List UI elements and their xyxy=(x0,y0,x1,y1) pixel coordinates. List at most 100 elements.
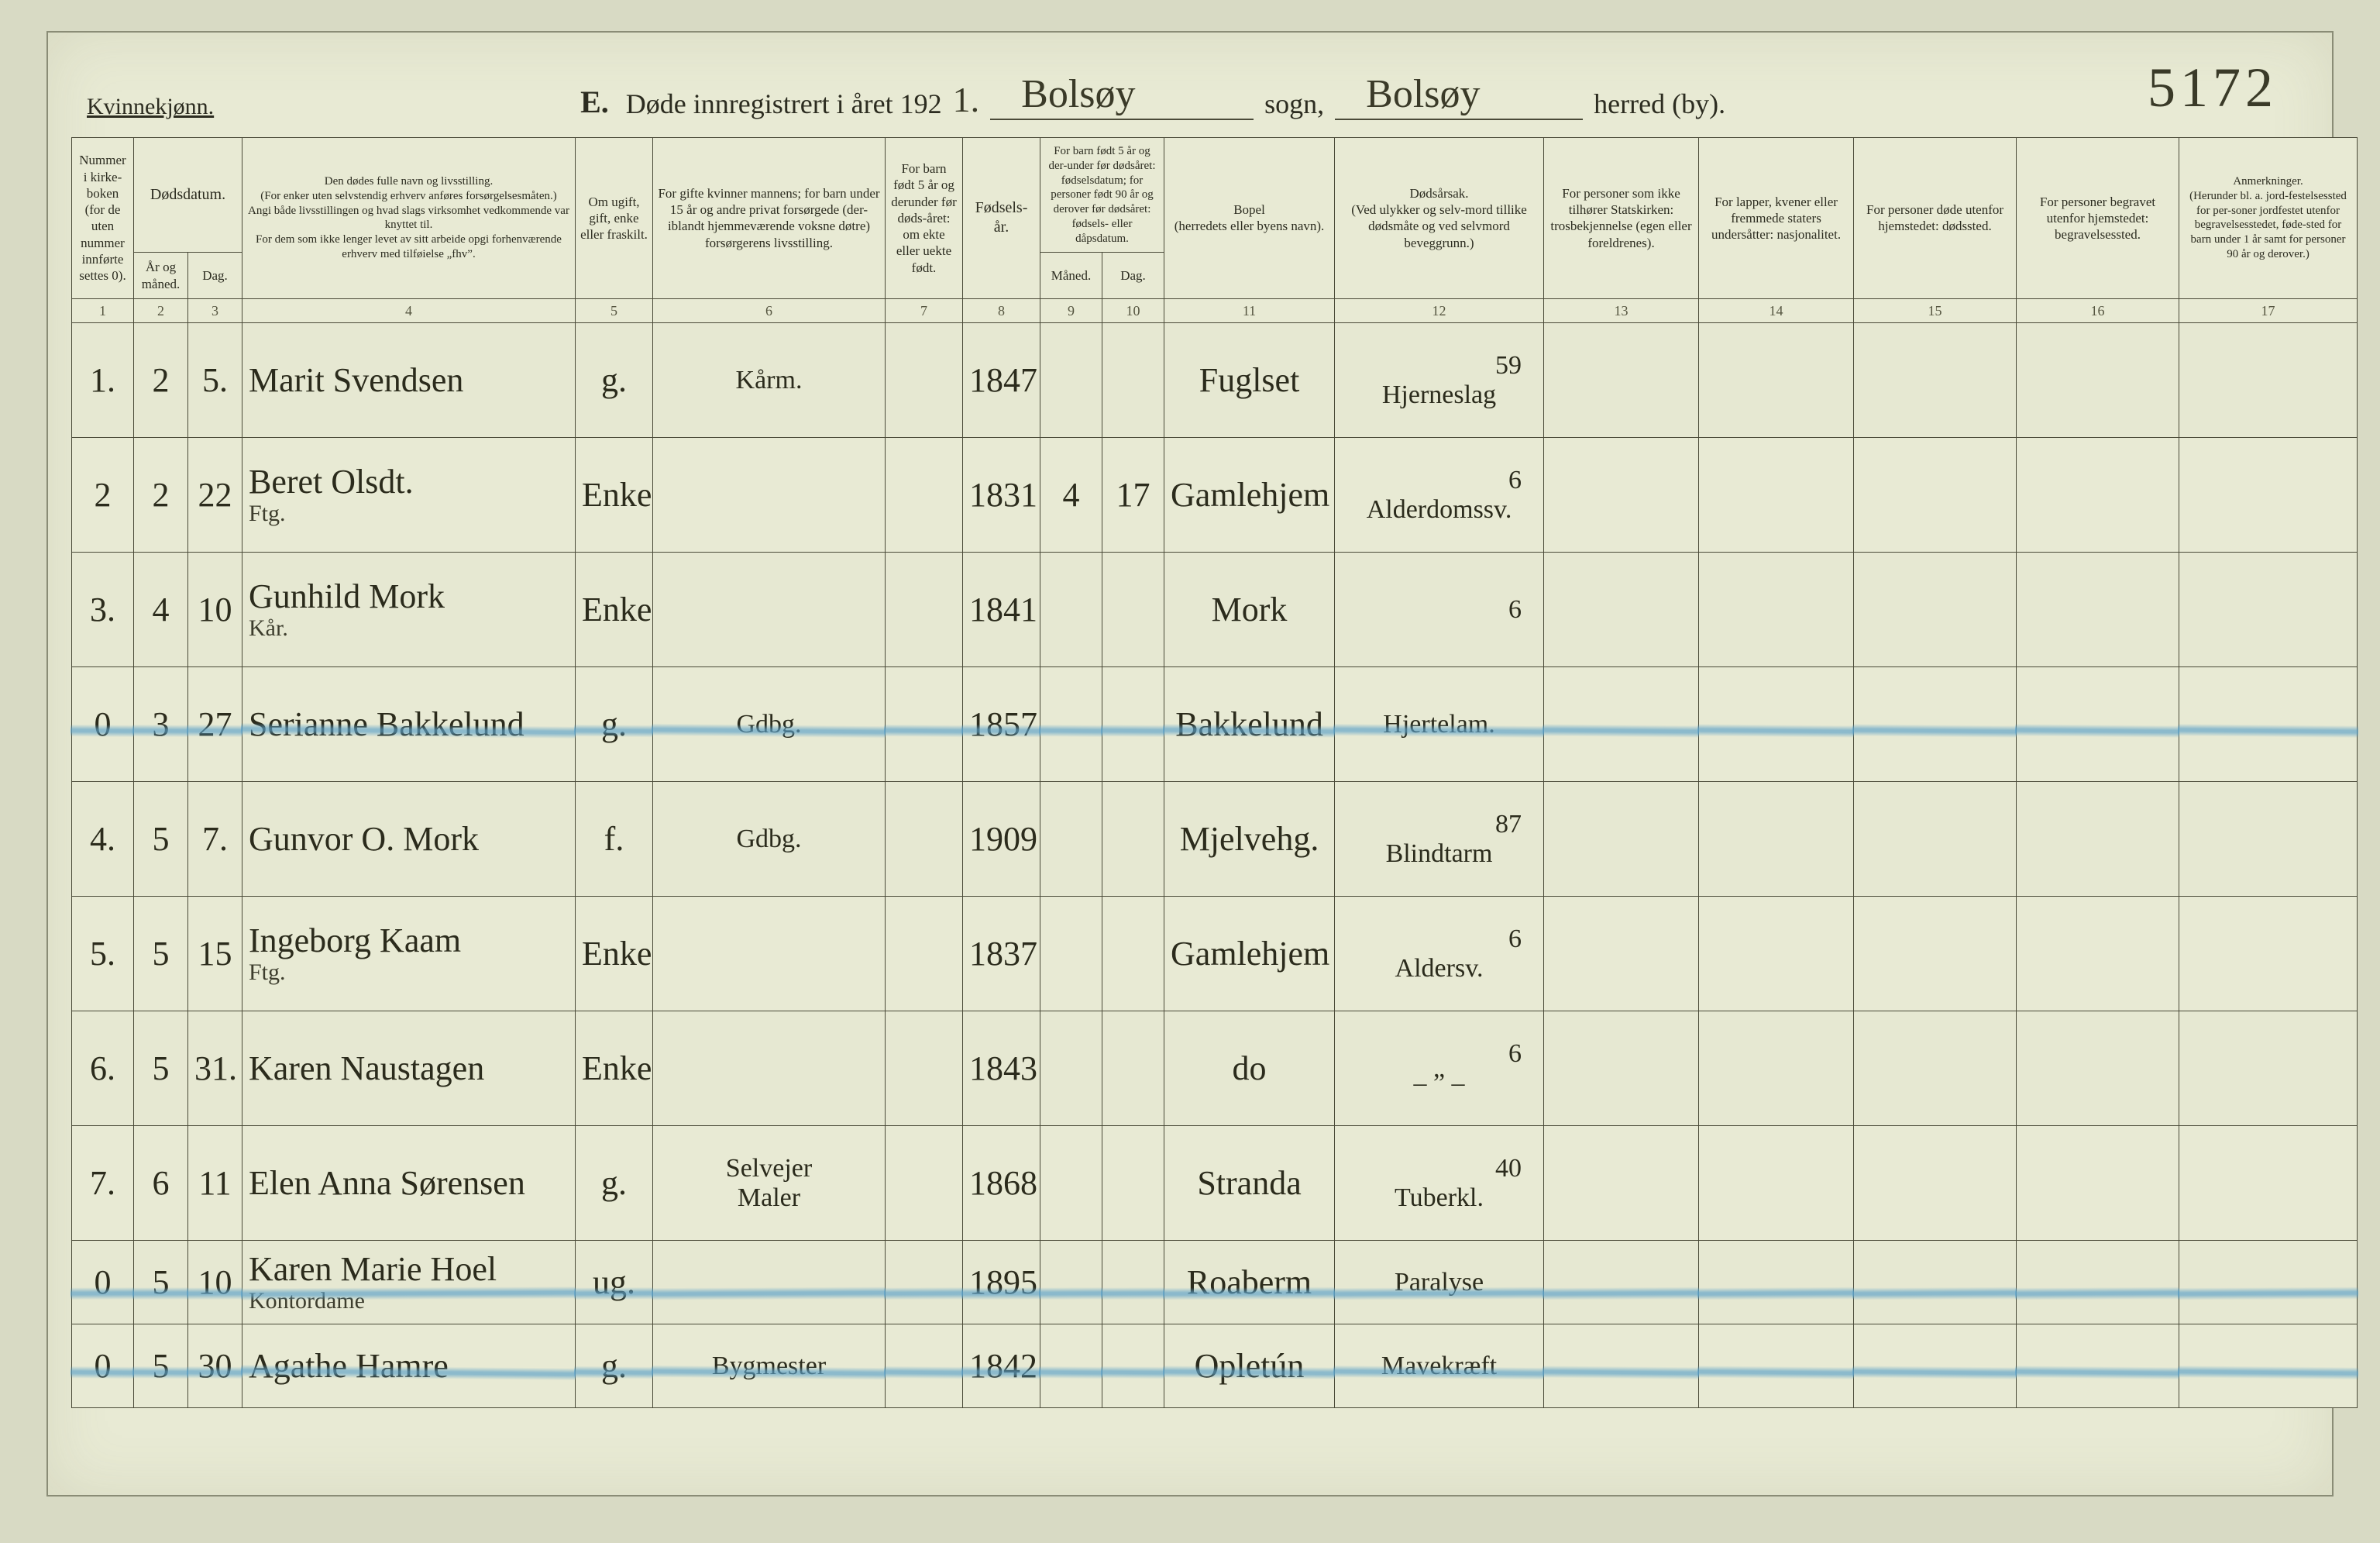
cell xyxy=(1102,782,1164,897)
handwritten-value: 4 xyxy=(1047,477,1095,513)
handwritten-value: Gamlehjem xyxy=(1171,936,1328,972)
cell xyxy=(1854,1011,2017,1126)
handwritten-value: Gamlehjem xyxy=(1171,477,1328,513)
col-2-3-group: Dødsdatum. xyxy=(134,138,242,253)
header-row: Kvinnekjønn. E. Døde innregistrert i åre… xyxy=(71,56,2309,128)
cell: Enke xyxy=(576,897,653,1011)
cell: g. xyxy=(576,323,653,438)
colnum: 13 xyxy=(1544,298,1699,323)
cell xyxy=(2179,667,2358,782)
handwritten-value: g. xyxy=(582,363,646,398)
cell: 1841 xyxy=(963,553,1040,667)
cell-name: Ingeborg KaamFtg. xyxy=(242,897,576,1011)
handwritten-value: 1895 xyxy=(969,1265,1034,1300)
cell xyxy=(2179,438,2358,553)
handwritten-value: 4 xyxy=(140,592,181,628)
cell-cause: 87Blindtarm xyxy=(1335,782,1544,897)
cell: Gamlehjem xyxy=(1164,897,1335,1011)
colnum: 5 xyxy=(576,298,653,323)
cell xyxy=(1040,323,1102,438)
colnum: 4 xyxy=(242,298,576,323)
cell xyxy=(1544,323,1699,438)
cell: 15 xyxy=(188,897,242,1011)
table-row: 0510Karen Marie HoelKontordameug.1895Roa… xyxy=(72,1241,2358,1324)
cell: Mjelvehg. xyxy=(1164,782,1335,897)
title-prefix: E. xyxy=(580,84,609,120)
cell: g. xyxy=(576,1126,653,1241)
cell xyxy=(1040,667,1102,782)
cause-value: Blindtarm xyxy=(1386,840,1493,868)
cell: do xyxy=(1164,1011,1335,1126)
provider-part: Maler xyxy=(738,1184,800,1212)
cell: 10 xyxy=(188,553,242,667)
handwritten-value: 5. xyxy=(194,363,236,398)
cell: 7. xyxy=(72,1126,134,1241)
handwritten-value: 7. xyxy=(78,1166,127,1201)
cell xyxy=(886,1324,963,1408)
handwritten-value: 5 xyxy=(140,1265,181,1300)
cell: 5 xyxy=(134,1241,188,1324)
colnum: 9 xyxy=(1040,298,1102,323)
cell: 1868 xyxy=(963,1126,1040,1241)
handwritten-value: 1857 xyxy=(969,707,1034,742)
cell: 3 xyxy=(134,667,188,782)
handwritten-value: g. xyxy=(582,1166,646,1201)
handwritten-value: Fuglset xyxy=(1171,363,1328,398)
cell: 4 xyxy=(1040,438,1102,553)
cell-provider xyxy=(653,438,886,553)
handwritten-value: 3. xyxy=(78,592,127,628)
name-value: Agathe Hamre xyxy=(249,1348,449,1384)
handwritten-value: 11 xyxy=(194,1166,236,1201)
table-row: 3.410Gunhild MorkKår.Enke1841Mork6 xyxy=(72,553,2358,667)
cell xyxy=(1102,1011,1164,1126)
cell-name: Karen Marie HoelKontordame xyxy=(242,1241,576,1324)
handwritten-value: 1843 xyxy=(969,1051,1034,1087)
gender-label: Kvinnekjønn. xyxy=(87,94,214,120)
cell-name: Gunhild MorkKår. xyxy=(242,553,576,667)
col-9-header: Måned. xyxy=(1040,253,1102,299)
cell xyxy=(2017,438,2179,553)
cause-value: – ” – xyxy=(1413,1069,1464,1097)
cell: 1837 xyxy=(963,897,1040,1011)
col-6-header: For gifte kvinner mannens; for barn unde… xyxy=(653,138,886,299)
col-16-header: For personer begravet utenfor hjemstedet… xyxy=(2017,138,2179,299)
cell: g. xyxy=(576,1324,653,1408)
handwritten-value: 10 xyxy=(194,1265,236,1300)
year-suffix: 1. xyxy=(953,79,980,120)
cell xyxy=(1102,553,1164,667)
cell: 4. xyxy=(72,782,134,897)
col-4-header: Den dødes fulle navn og livsstilling. (F… xyxy=(242,138,576,299)
cell xyxy=(1040,1324,1102,1408)
cell xyxy=(1699,1324,1854,1408)
cause-value: Paralyse xyxy=(1395,1269,1484,1297)
cell: Gamlehjem xyxy=(1164,438,1335,553)
cell: 5 xyxy=(134,782,188,897)
cell: f. xyxy=(576,782,653,897)
cell-provider xyxy=(653,1241,886,1324)
cell: 10 xyxy=(188,1241,242,1324)
cell xyxy=(2017,1011,2179,1126)
cell xyxy=(886,438,963,553)
handwritten-value: 2 xyxy=(140,363,181,398)
cell: Mork xyxy=(1164,553,1335,667)
cell xyxy=(1854,667,2017,782)
cell xyxy=(886,1126,963,1241)
cell: 27 xyxy=(188,667,242,782)
col-14-header: For lapper, kvener eller fremmede stater… xyxy=(1699,138,1854,299)
colnum: 1 xyxy=(72,298,134,323)
dx-number: 59 xyxy=(1495,352,1522,380)
sogn-blank: Bolsøy xyxy=(990,88,1254,120)
cell: 5. xyxy=(188,323,242,438)
colnum: 12 xyxy=(1335,298,1544,323)
cell xyxy=(1544,438,1699,553)
handwritten-value: 0 xyxy=(78,707,127,742)
handwritten-value: 10 xyxy=(194,592,236,628)
cell-cause: Hjertelam. xyxy=(1335,667,1544,782)
cell xyxy=(886,1241,963,1324)
cell: 1895 xyxy=(963,1241,1040,1324)
name-value: Karen Marie Hoel xyxy=(249,1252,497,1287)
cell xyxy=(1544,553,1699,667)
cell: Opletún xyxy=(1164,1324,1335,1408)
cell xyxy=(1854,782,2017,897)
cell-name: Serianne Bakkelund xyxy=(242,667,576,782)
